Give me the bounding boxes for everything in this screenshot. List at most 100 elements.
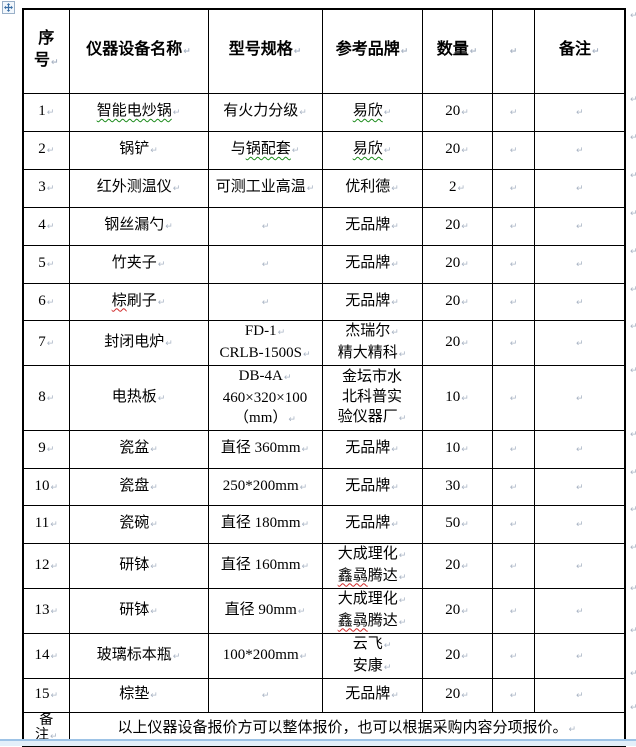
cell-r15-no[interactable]: 15↵ xyxy=(22,677,70,713)
cell-r11-name[interactable]: 瓷碗↵ xyxy=(68,504,209,544)
cell-r13-spec[interactable]: 直径 90mm↵ xyxy=(207,587,323,634)
cell-r4-qty[interactable]: 20↵ xyxy=(421,206,493,246)
cell-r4-spec[interactable]: ↵ xyxy=(207,206,323,246)
header-cell-name[interactable]: 仪器设备名称↵ xyxy=(68,8,209,94)
cell-r7-spec[interactable]: FD-1↵ CRLB-1500S↵ xyxy=(207,319,323,366)
cell-r2-name[interactable]: 锅铲↵ xyxy=(68,130,209,170)
cell-r12-spec[interactable]: 直径 160mm↵ xyxy=(207,542,323,589)
cell-r12-extra[interactable]: ↵ xyxy=(491,542,535,589)
cell-r11-qty[interactable]: 50↵ xyxy=(421,504,493,544)
cell-r5-name[interactable]: 竹夹子↵ xyxy=(68,244,209,284)
cell-r15-brand[interactable]: 无品牌↵ xyxy=(321,677,423,713)
cell-r3-name[interactable]: 红外测温仪↵ xyxy=(68,168,209,208)
cell-r9-brand[interactable]: 无品牌↵ xyxy=(321,429,423,469)
cell-r3-brand[interactable]: 优利德↵ xyxy=(321,168,423,208)
cell-r7-qty[interactable]: 20↵ xyxy=(421,319,493,366)
cell-r2-brand[interactable]: 易欣↵ xyxy=(321,130,423,170)
cell-r14-qty[interactable]: 20↵ xyxy=(421,632,493,679)
cell-r10-spec[interactable]: 250*200mm↵ xyxy=(207,467,323,506)
cell-r8-extra[interactable]: ↵ xyxy=(491,364,535,431)
cell-r5-brand[interactable]: 无品牌↵ xyxy=(321,244,423,284)
cell-r2-no[interactable]: 2↵ xyxy=(22,130,70,170)
cell-r7-remark[interactable]: ↵ xyxy=(533,319,626,366)
cell-r4-brand[interactable]: 无品牌↵ xyxy=(321,206,423,246)
cell-r9-name[interactable]: 瓷盆↵ xyxy=(68,429,209,469)
cell-r8-no[interactable]: 8↵ xyxy=(22,364,70,431)
cell-r5-spec[interactable]: ↵ xyxy=(207,244,323,284)
cell-r6-name[interactable]: 棕刷子↵ xyxy=(68,282,209,321)
cell-r4-extra[interactable]: ↵ xyxy=(491,206,535,246)
cell-r6-extra[interactable]: ↵ xyxy=(491,282,535,321)
cell-r8-spec[interactable]: DB-4A↵ 460×320×100 （mm）↵ xyxy=(207,364,323,431)
cell-r11-extra[interactable]: ↵ xyxy=(491,504,535,544)
cell-r1-extra[interactable]: ↵ xyxy=(491,92,535,132)
cell-r5-extra[interactable]: ↵ xyxy=(491,244,535,284)
cell-r12-qty[interactable]: 20↵ xyxy=(421,542,493,589)
cell-r15-name[interactable]: 棕垫↵ xyxy=(68,677,209,713)
header-cell-spec[interactable]: 型号规格↵ xyxy=(207,8,323,94)
cell-r10-brand[interactable]: 无品牌↵ xyxy=(321,467,423,506)
cell-r6-spec[interactable]: ↵ xyxy=(207,282,323,321)
cell-r6-no[interactable]: 6↵ xyxy=(22,282,70,321)
cell-r9-spec[interactable]: 直径 360mm↵ xyxy=(207,429,323,469)
cell-r15-spec[interactable]: ↵ xyxy=(207,677,323,713)
cell-r4-no[interactable]: 4↵ xyxy=(22,206,70,246)
cell-r3-no[interactable]: 3↵ xyxy=(22,168,70,208)
cell-r6-remark[interactable]: ↵ xyxy=(533,282,626,321)
cell-r2-extra[interactable]: ↵ xyxy=(491,130,535,170)
cell-r8-remark[interactable]: ↵ xyxy=(533,364,626,431)
cell-r2-remark[interactable]: ↵ xyxy=(533,130,626,170)
cell-r10-remark[interactable]: ↵ xyxy=(533,467,626,506)
cell-r5-no[interactable]: 5↵ xyxy=(22,244,70,284)
cell-r12-remark[interactable]: ↵ xyxy=(533,542,626,589)
cell-r14-remark[interactable]: ↵ xyxy=(533,632,626,679)
cell-r14-spec[interactable]: 100*200mm↵ xyxy=(207,632,323,679)
cell-r14-no[interactable]: 14↵ xyxy=(22,632,70,679)
cell-r7-name[interactable]: 封闭电炉↵ xyxy=(68,319,209,366)
header-cell-no[interactable]: 序号↵ xyxy=(22,8,70,94)
header-cell-remark[interactable]: 备注↵ xyxy=(533,8,626,94)
cell-r13-no[interactable]: 13↵ xyxy=(22,587,70,634)
cell-r13-extra[interactable]: ↵ xyxy=(491,587,535,634)
cell-r4-remark[interactable]: ↵ xyxy=(533,206,626,246)
cell-r6-brand[interactable]: 无品牌↵ xyxy=(321,282,423,321)
header-cell-qty[interactable]: 数量↵ xyxy=(421,8,493,94)
cell-r7-brand[interactable]: 杰瑞尔↵ 精大精科↵ xyxy=(321,319,423,366)
cell-r2-qty[interactable]: 20↵ xyxy=(421,130,493,170)
header-cell-extra[interactable]: ↵ xyxy=(491,8,535,94)
cell-r5-remark[interactable]: ↵ xyxy=(533,244,626,284)
cell-r1-name[interactable]: 智能电炒锅↵ xyxy=(68,92,209,132)
cell-r4-name[interactable]: 钢丝漏勺↵ xyxy=(68,206,209,246)
header-cell-brand[interactable]: 参考品牌↵ xyxy=(321,8,423,94)
cell-r11-brand[interactable]: 无品牌↵ xyxy=(321,504,423,544)
cell-r3-remark[interactable]: ↵ xyxy=(533,168,626,208)
cell-r8-brand[interactable]: 金坛市水 北科普实 验仪器厂↵ xyxy=(321,364,423,431)
cell-r10-extra[interactable]: ↵ xyxy=(491,467,535,506)
cell-r13-brand[interactable]: 大成理化↵ 鑫骉腾达↵ xyxy=(321,587,423,634)
cell-r12-no[interactable]: 12↵ xyxy=(22,542,70,589)
cell-r13-qty[interactable]: 20↵ xyxy=(421,587,493,634)
cell-r2-spec[interactable]: 与锅配套↵ xyxy=(207,130,323,170)
table-move-handle-icon[interactable] xyxy=(2,1,15,14)
cell-r5-qty[interactable]: 20↵ xyxy=(421,244,493,284)
cell-r15-extra[interactable]: ↵ xyxy=(491,677,535,713)
cell-r10-qty[interactable]: 30↵ xyxy=(421,467,493,506)
cell-r15-qty[interactable]: 20↵ xyxy=(421,677,493,713)
cell-r1-brand[interactable]: 易欣↵ xyxy=(321,92,423,132)
cell-r8-name[interactable]: 电热板↵ xyxy=(68,364,209,431)
cell-r10-no[interactable]: 10↵ xyxy=(22,467,70,506)
cell-r7-extra[interactable]: ↵ xyxy=(491,319,535,366)
cell-r14-brand[interactable]: 云飞↵ 安康↵ xyxy=(321,632,423,679)
cell-r9-remark[interactable]: ↵ xyxy=(533,429,626,469)
cell-r1-spec[interactable]: 有火力分级↵ xyxy=(207,92,323,132)
cell-r3-spec[interactable]: 可测工业高温↵ xyxy=(207,168,323,208)
cell-r15-remark[interactable]: ↵ xyxy=(533,677,626,713)
cell-r11-no[interactable]: 11↵ xyxy=(22,504,70,544)
cell-r1-qty[interactable]: 20↵ xyxy=(421,92,493,132)
cell-r14-extra[interactable]: ↵ xyxy=(491,632,535,679)
cell-r13-remark[interactable]: ↵ xyxy=(533,587,626,634)
cell-r13-name[interactable]: 研钵↵ xyxy=(68,587,209,634)
cell-r1-no[interactable]: 1↵ xyxy=(22,92,70,132)
cell-r8-qty[interactable]: 10↵ xyxy=(421,364,493,431)
cell-r11-remark[interactable]: ↵ xyxy=(533,504,626,544)
